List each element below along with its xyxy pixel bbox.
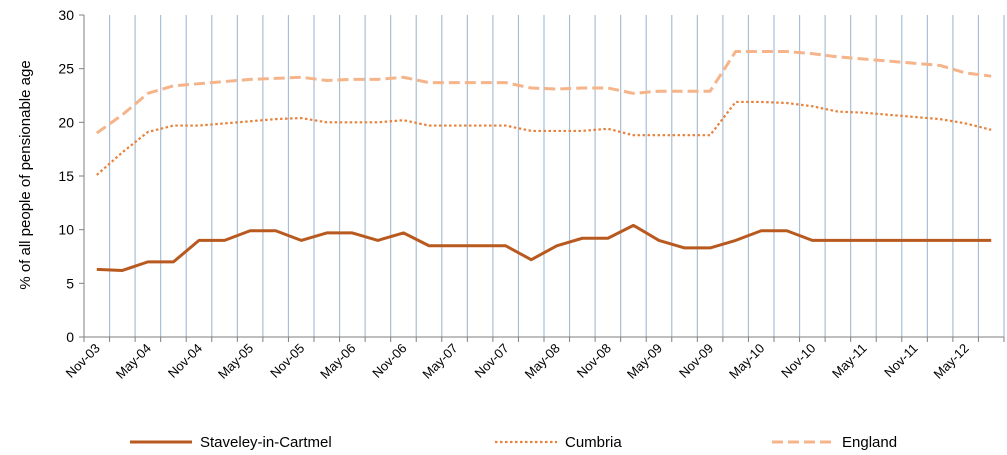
x-tick-label: May-10: [726, 341, 767, 382]
x-tick-label: May-04: [113, 341, 154, 382]
x-tick-label: Nov-08: [574, 341, 614, 381]
y-tick-label: 20: [58, 114, 74, 130]
x-axis-ticks: Nov-03 May-04 Nov-04 May-05 Nov-05 May-06 Nov-…: [63, 337, 1004, 382]
x-tick-label: May-09: [624, 341, 665, 382]
x-tick-label: Nov-10: [778, 341, 818, 381]
x-tick-label: May-06: [317, 341, 358, 382]
x-tick-label: Nov-05: [267, 341, 307, 381]
x-tick-label: May-11: [829, 341, 870, 382]
y-tick-label: 15: [58, 168, 74, 184]
x-tick-label: Nov-07: [472, 341, 512, 381]
legend: Staveley-in-Cartmel Cumbria England: [130, 434, 897, 451]
x-tick-label: Nov-03: [63, 341, 103, 381]
gridlines: [110, 15, 1004, 337]
y-tick-label: 25: [58, 61, 74, 77]
x-tick-label: Nov-04: [165, 341, 205, 381]
y-tick-label: 0: [66, 329, 74, 345]
x-tick-label: May-05: [215, 341, 256, 382]
x-tick-label: May-12: [931, 341, 972, 382]
y-axis-ticks: 0 5 10 15 20 25 30: [58, 7, 84, 345]
y-tick-label: 10: [58, 222, 74, 238]
x-tick-label: Nov-11: [881, 341, 921, 381]
x-tick-label: Nov-09: [676, 341, 716, 381]
legend-label-staveley-in-cartmel: Staveley-in-Cartmel: [200, 434, 332, 451]
y-tick-label: 30: [58, 7, 74, 23]
x-tick-label: Nov-06: [369, 341, 409, 381]
legend-label-cumbria: Cumbria: [565, 434, 622, 451]
legend-label-england: England: [842, 434, 897, 451]
x-tick-label: May-07: [419, 341, 460, 382]
x-tick-label: May-08: [522, 341, 563, 382]
y-tick-label: 5: [66, 275, 74, 291]
y-axis-title: % of all people of pensionable age: [17, 60, 34, 289]
